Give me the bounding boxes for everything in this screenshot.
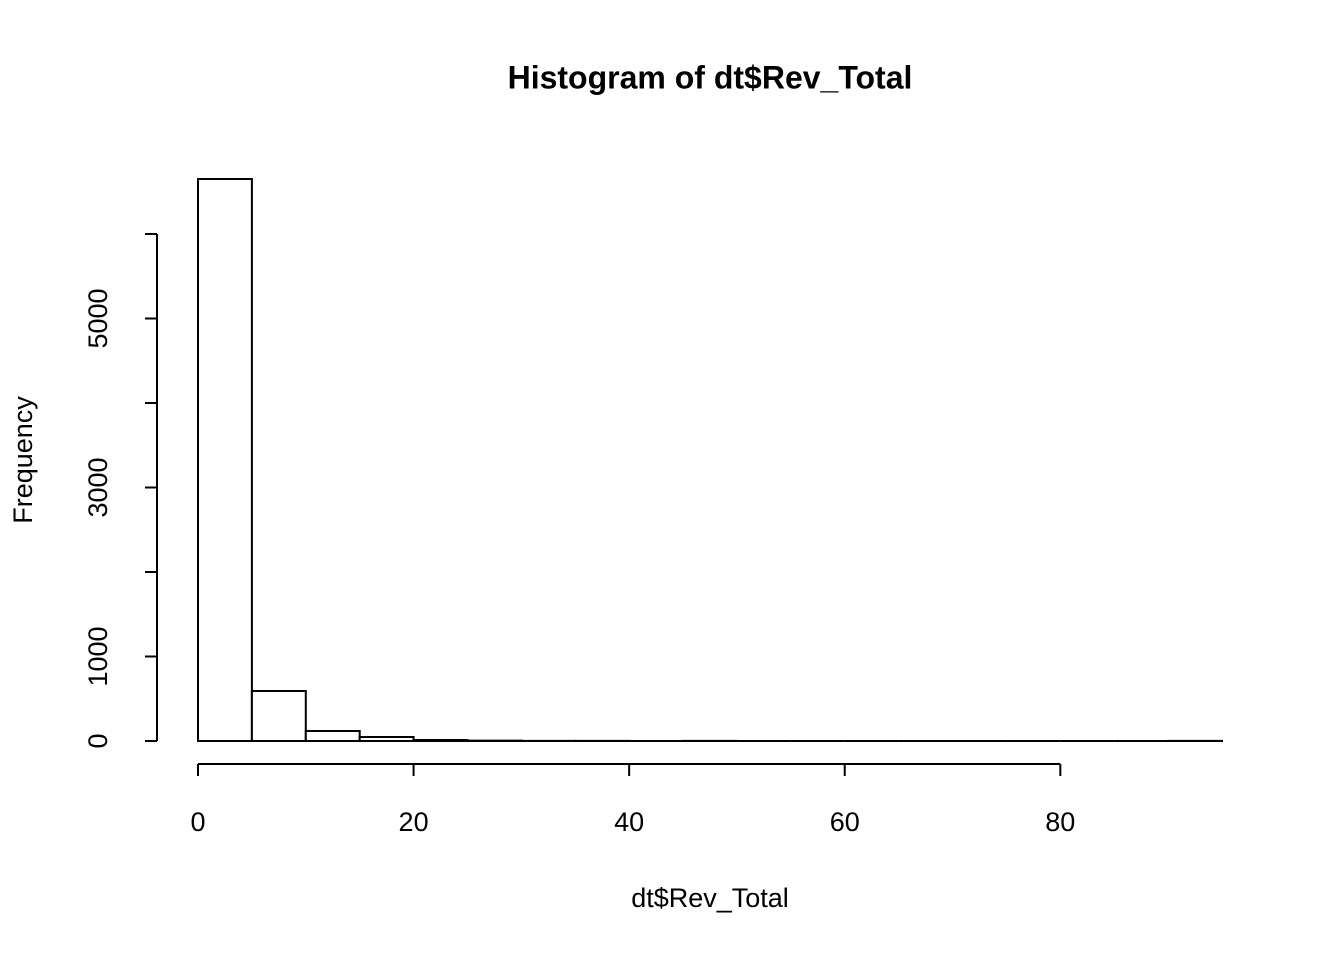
x-tick-label: 80 — [1045, 807, 1075, 837]
y-tick-label: 5000 — [83, 288, 113, 348]
y-axis-label: Frequency — [8, 396, 38, 524]
x-tick-label: 60 — [830, 807, 860, 837]
bar — [250, 689, 307, 742]
y-tick-label: 1000 — [83, 626, 113, 686]
x-tick-label: 20 — [399, 807, 429, 837]
x-axis-label: dt$Rev_Total — [631, 883, 789, 913]
y-tick-label: 0 — [83, 733, 113, 748]
chart-title: Histogram of dt$Rev_Total — [508, 59, 913, 95]
bar — [358, 736, 415, 742]
x-tick-label: 40 — [614, 807, 644, 837]
bar — [197, 178, 253, 742]
y-tick-label: 3000 — [83, 457, 113, 517]
bar — [412, 738, 469, 742]
x-tick-label: 0 — [190, 807, 205, 837]
bar — [304, 730, 361, 742]
